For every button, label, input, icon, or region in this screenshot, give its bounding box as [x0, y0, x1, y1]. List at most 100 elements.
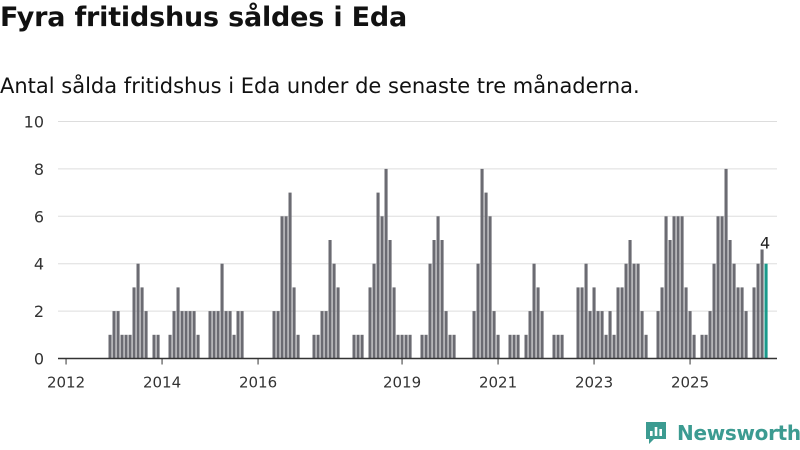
bar — [720, 216, 724, 359]
brand-name: Newsworthy — [677, 421, 800, 445]
bar — [316, 334, 320, 359]
bar — [404, 334, 408, 359]
bar — [140, 287, 144, 359]
bar — [664, 216, 668, 359]
bar — [596, 311, 600, 359]
bar — [612, 334, 616, 359]
bar — [352, 334, 356, 359]
x-tick-label: 2023 — [575, 374, 613, 392]
bar — [192, 311, 196, 359]
bar — [336, 287, 340, 359]
bar — [220, 263, 224, 359]
bar — [704, 334, 708, 359]
bar — [432, 240, 436, 359]
bar — [392, 287, 396, 359]
bar — [708, 311, 712, 359]
bar — [440, 240, 444, 359]
bar — [228, 311, 232, 359]
bar — [372, 263, 376, 359]
bar — [644, 334, 648, 359]
bar — [512, 334, 516, 359]
bar — [320, 311, 324, 359]
bar — [728, 240, 732, 359]
bar — [444, 311, 448, 359]
bar — [552, 334, 556, 359]
bar — [128, 334, 132, 359]
bar — [144, 311, 148, 359]
highlighted-bar — [764, 263, 768, 359]
bar — [576, 287, 580, 359]
bar — [172, 311, 176, 359]
bar — [384, 168, 388, 359]
bar — [408, 334, 412, 359]
x-tick-label: 2019 — [383, 374, 421, 392]
bar — [584, 263, 588, 359]
bar — [296, 334, 300, 359]
x-tick-label: 2016 — [239, 374, 277, 392]
y-tick-label: 2 — [34, 302, 44, 321]
bar — [116, 311, 120, 359]
bar — [356, 334, 360, 359]
bar — [380, 216, 384, 359]
bar — [112, 311, 116, 359]
bar — [632, 263, 636, 359]
y-tick-label: 4 — [34, 255, 44, 274]
bar — [452, 334, 456, 359]
bar — [196, 334, 200, 359]
bar — [472, 311, 476, 359]
bar — [760, 249, 764, 359]
bar — [680, 216, 684, 359]
bar — [448, 334, 452, 359]
bar — [580, 287, 584, 359]
bar — [232, 334, 236, 359]
bar — [524, 334, 528, 359]
bar — [108, 334, 112, 359]
bar — [124, 334, 128, 359]
bar — [396, 334, 400, 359]
bar — [216, 311, 220, 359]
bar — [628, 240, 632, 359]
bar — [236, 311, 240, 359]
bar — [676, 216, 680, 359]
bar — [724, 168, 728, 359]
bar — [668, 240, 672, 359]
bar — [324, 311, 328, 359]
bar — [560, 334, 564, 359]
bar — [692, 334, 696, 359]
bar — [188, 311, 192, 359]
y-axis-tick-labels: 0 2 4 6 8 10 — [24, 113, 44, 369]
bar — [488, 216, 492, 359]
bar — [508, 334, 512, 359]
chart-title: Fyra fritidshus såldes i Eda — [0, 2, 407, 33]
bar — [712, 263, 716, 359]
chart-subtitle: Antal sålda fritidshus i Eda under de se… — [0, 74, 640, 98]
bar — [528, 311, 532, 359]
bar — [700, 334, 704, 359]
bar — [212, 311, 216, 359]
bar — [400, 334, 404, 359]
bar — [436, 216, 440, 359]
bar — [608, 311, 612, 359]
bar — [428, 263, 432, 359]
bar — [624, 263, 628, 359]
bar — [156, 334, 160, 359]
y-tick-label: 0 — [34, 350, 44, 369]
x-tick-label: 2014 — [143, 374, 181, 392]
bar — [184, 311, 188, 359]
bar — [684, 287, 688, 359]
bar — [496, 334, 500, 359]
bar — [616, 287, 620, 359]
bar — [732, 263, 736, 359]
y-tick-label: 8 — [34, 160, 44, 179]
newsworthy-logo: Newsworthy — [644, 420, 800, 446]
bar — [132, 287, 136, 359]
annotations: 4 — [760, 234, 770, 253]
bar — [420, 334, 424, 359]
newsworthy-logo-icon — [646, 422, 666, 444]
bar — [640, 311, 644, 359]
bar — [292, 287, 296, 359]
y-tick-label: 10 — [24, 113, 44, 132]
bar — [176, 287, 180, 359]
bar — [736, 287, 740, 359]
bar — [476, 263, 480, 359]
